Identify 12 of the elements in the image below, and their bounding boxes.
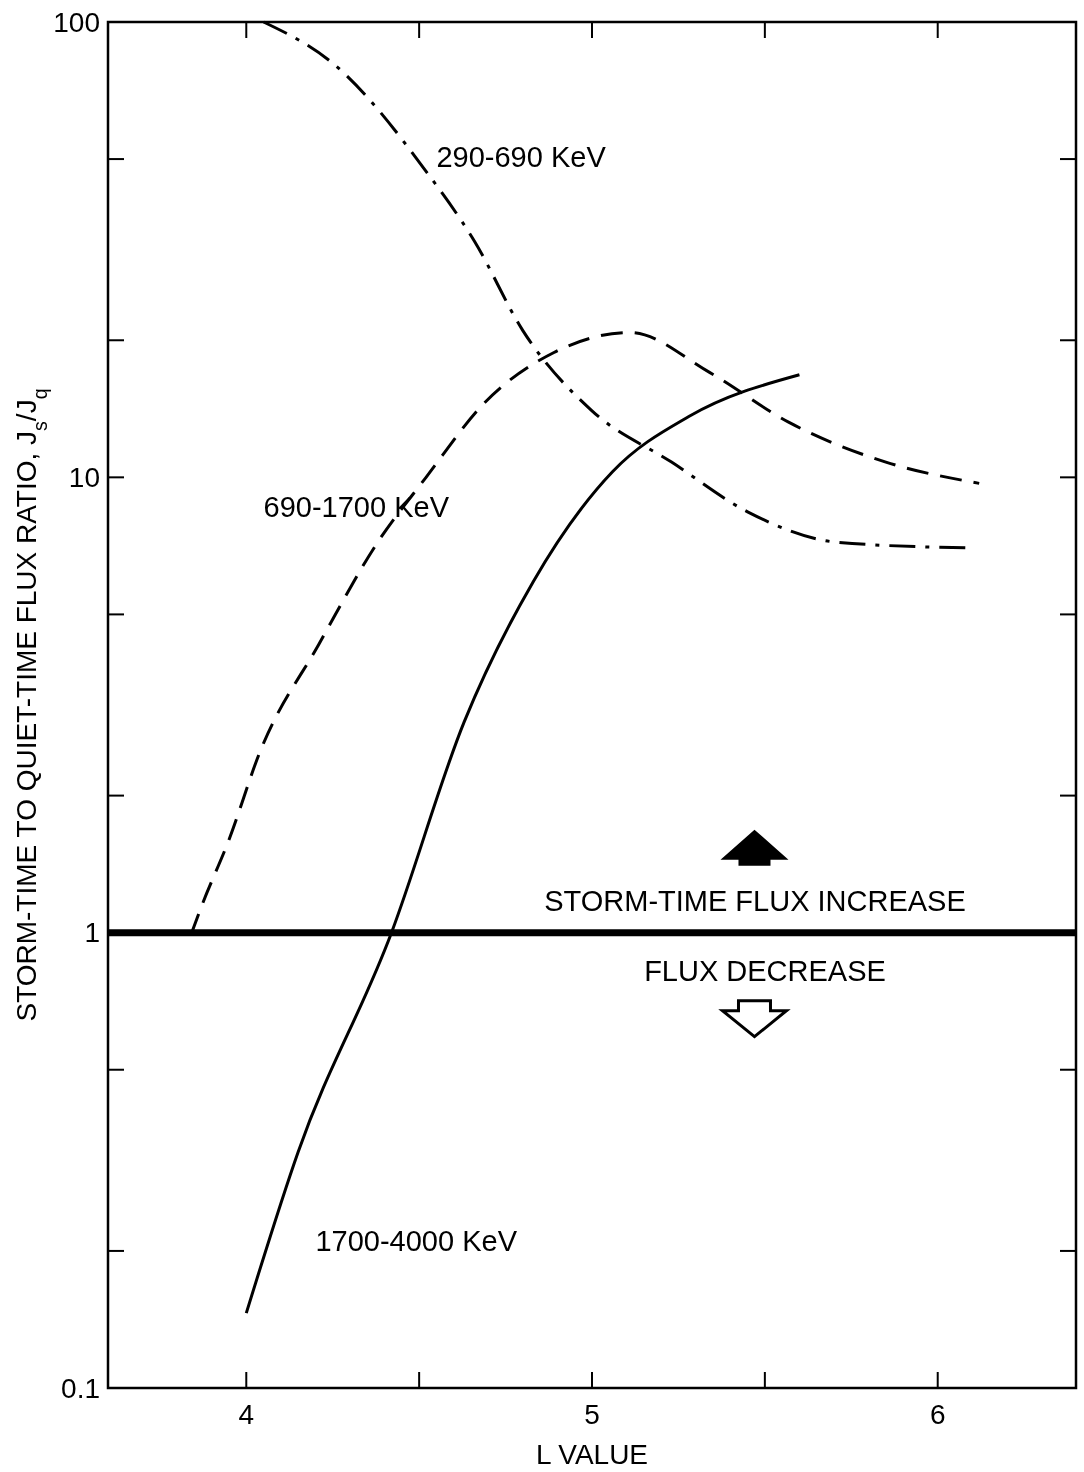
x-tick-label: 5 [584,1399,600,1430]
annotation: FLUX DECREASE [644,954,886,987]
y-tick-label: 1 [84,917,100,949]
x-tick-label: 6 [929,1399,946,1430]
series-label: 1700-4000 KeV [315,1224,518,1257]
y-tick-label: 10 [68,462,100,494]
y-tick-label: 100 [53,6,100,38]
y-tick-label: 0.1 [61,1372,100,1404]
x-tick-label: 4 [238,1399,255,1430]
annotation: STORM-TIME FLUX INCREASE [544,884,966,917]
x-axis-title: L VALUE [535,1439,649,1470]
series-label: 290-690 KeV [436,141,607,174]
